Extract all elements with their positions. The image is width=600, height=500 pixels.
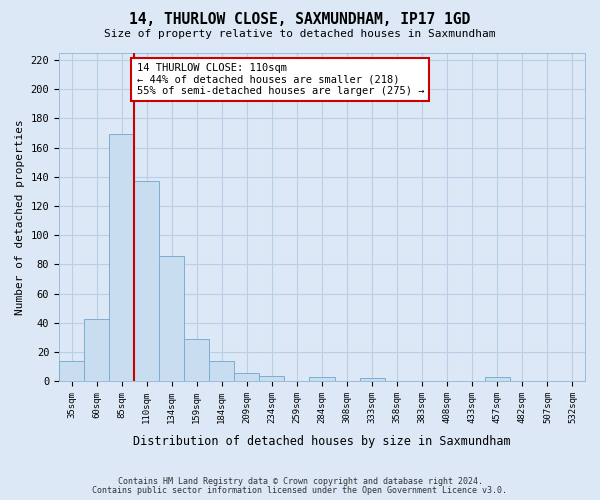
Bar <box>310 377 335 382</box>
Bar <box>259 376 284 382</box>
Bar <box>59 361 84 382</box>
Text: 14, THURLOW CLOSE, SAXMUNDHAM, IP17 1GD: 14, THURLOW CLOSE, SAXMUNDHAM, IP17 1GD <box>130 12 470 28</box>
Bar <box>485 377 510 382</box>
Y-axis label: Number of detached properties: Number of detached properties <box>15 119 25 315</box>
Bar <box>235 372 259 382</box>
Text: 14 THURLOW CLOSE: 110sqm
← 44% of detached houses are smaller (218)
55% of semi-: 14 THURLOW CLOSE: 110sqm ← 44% of detach… <box>137 62 424 96</box>
Bar <box>359 378 385 382</box>
X-axis label: Distribution of detached houses by size in Saxmundham: Distribution of detached houses by size … <box>133 434 511 448</box>
Text: Size of property relative to detached houses in Saxmundham: Size of property relative to detached ho… <box>104 29 496 39</box>
Bar <box>134 181 159 382</box>
Bar <box>184 339 209 382</box>
Bar <box>109 134 134 382</box>
Bar <box>159 256 184 382</box>
Bar <box>209 361 235 382</box>
Text: Contains public sector information licensed under the Open Government Licence v3: Contains public sector information licen… <box>92 486 508 495</box>
Text: Contains HM Land Registry data © Crown copyright and database right 2024.: Contains HM Land Registry data © Crown c… <box>118 477 482 486</box>
Bar <box>84 318 109 382</box>
